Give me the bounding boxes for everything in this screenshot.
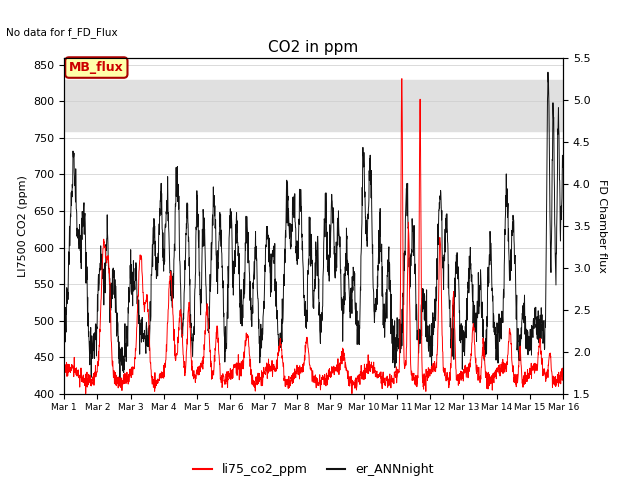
Text: MB_flux: MB_flux: [69, 61, 124, 74]
Legend: li75_co2_ppm, er_ANNnight: li75_co2_ppm, er_ANNnight: [188, 458, 439, 480]
Y-axis label: LI7500 CO2 (ppm): LI7500 CO2 (ppm): [17, 175, 28, 276]
Bar: [64, 80, 563, 131]
Text: No data for f_FD_Flux: No data for f_FD_Flux: [6, 27, 118, 38]
Title: CO2 in ppm: CO2 in ppm: [268, 40, 359, 55]
Y-axis label: FD Chamber flux: FD Chamber flux: [597, 179, 607, 273]
